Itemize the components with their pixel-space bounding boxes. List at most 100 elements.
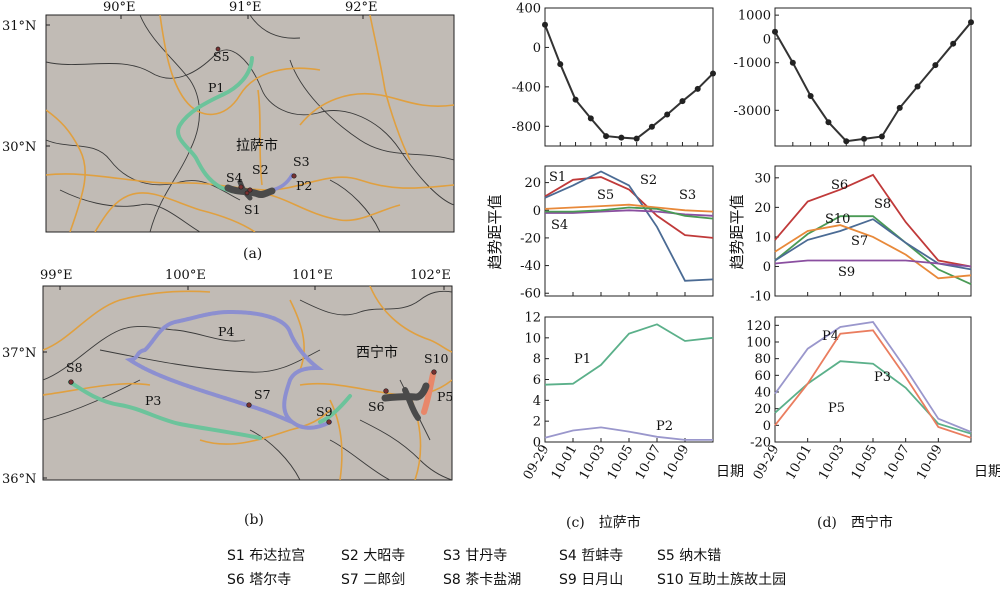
point-d-top-1: [789, 59, 796, 66]
chart-c-bot: 12 10 8 6 4 2 0 P1 P2 09-2910-0110-0310-0510-0710…: [521, 311, 744, 483]
point-c-top-2: [572, 96, 579, 103]
map-a-lat-30: 30°N: [2, 140, 36, 155]
ytick-label-d-mid-4: -10: [750, 290, 771, 305]
map-a-city-label: 拉萨市: [236, 137, 278, 154]
ytick-label-c-bot-4: 4: [533, 394, 541, 409]
series-line-d-mid-S6: [774, 173, 972, 268]
site-s4: [238, 184, 244, 190]
xlabel-d-bot: 日期: [974, 464, 1000, 480]
series-line-c-mid-S4: [545, 209, 714, 217]
point-d-top-7: [896, 104, 903, 111]
map-b-lon-100: 100°E: [165, 268, 206, 283]
xtick-label-d-bot-3: 10-05: [849, 443, 881, 483]
series-label-c-mid-S3: S3: [679, 188, 696, 203]
point-d-top-11: [968, 19, 974, 26]
legend-s5: S5 纳木错: [657, 548, 722, 564]
series-label-d-bot-P3: P3: [874, 370, 891, 385]
point-c-top-11: [710, 70, 716, 77]
series-label-d-mid-S10: S10: [825, 212, 850, 227]
d-ylabel: 趋势距平值: [728, 194, 746, 269]
xtick-label-c-bot-5: 10-09: [661, 443, 693, 483]
map-b-label-p3: P3: [145, 393, 161, 408]
map-a-label-s5: S5: [213, 49, 230, 64]
route-p4: [124, 309, 332, 430]
ytick-label-c-top-3: -800: [512, 120, 541, 135]
plot-frame-c-mid: [544, 165, 714, 297]
point-c-top-1: [557, 61, 564, 68]
series-line-c-mid-S2: [544, 170, 714, 282]
ytick-label-d-mid-3: 0: [763, 260, 771, 275]
point-c-top-9: [679, 98, 686, 105]
series-label-c-mid-S1: S1: [549, 170, 566, 185]
legend-s4: S4 哲蚌寺: [559, 548, 624, 564]
map-a-borders: [46, 15, 454, 232]
site-s10: [431, 369, 437, 375]
site-s7: [246, 402, 252, 408]
point-c-top-8: [664, 111, 671, 118]
xtick-label-c-bot-2: 10-03: [577, 443, 609, 483]
series-label-d-bot-P5: P5: [828, 401, 845, 416]
plot-frame-c-top: [544, 7, 714, 147]
map-a-label-p1: P1: [208, 80, 224, 95]
ytick-label-d-bot-0: 120: [746, 319, 771, 334]
plot-frame-d-top: [774, 7, 972, 147]
series-label-c-mid-S4: S4: [551, 218, 568, 233]
map-b-lat-37: 37°N: [2, 346, 36, 361]
xtick-label-d-bot-2: 10-03: [816, 443, 848, 483]
series-line-c-mid-S5: [544, 203, 714, 213]
map-a-label-s1: S1: [244, 202, 261, 217]
point-c-top-10: [694, 85, 701, 92]
ytick-label-d-bot-3: 60: [754, 369, 771, 384]
ytick-label-c-bot-5: 2: [533, 415, 541, 430]
series-line-d-top-0: [774, 21, 972, 143]
map-a-lat-31: 31°N: [2, 19, 36, 34]
ytick-label-c-mid-3: -40: [520, 259, 541, 274]
xtick-label-c-bot-4: 10-07: [633, 443, 665, 483]
point-d-top-6: [878, 133, 885, 140]
ytick-label-d-mid-0: 30: [754, 171, 771, 186]
xtick-label-c-bot-0: 09-29: [521, 443, 553, 483]
point-c-top-7: [648, 123, 655, 130]
map-b-lon-102: 102°E: [410, 268, 451, 283]
series-label-d-mid-S7: S7: [851, 234, 868, 249]
map-b-label-s8: S8: [66, 360, 83, 375]
series-line-c-mid-S3: [545, 206, 714, 220]
legend-s9: S9 日月山: [559, 572, 624, 588]
ytick-label-c-bot-6: 0: [533, 436, 541, 451]
ytick-label-c-mid-4: -60: [520, 287, 541, 302]
series-line-d-mid-S9: [774, 259, 972, 268]
map-b-city-label: 西宁市: [356, 344, 398, 361]
map-b-label-s9: S9: [316, 404, 333, 419]
legend-s2: S2 大昭寺: [341, 548, 406, 564]
point-c-top-6: [633, 135, 640, 142]
series-label-c-mid-S2: S2: [640, 173, 657, 188]
series-label-c-bot-P2: P2: [656, 419, 673, 434]
series-line-d-bot-P4: [774, 321, 972, 433]
series-line-c-mid-S1: [544, 176, 714, 239]
map-b-caption: (b): [244, 512, 264, 528]
map-b-lon-101: 101°E: [292, 268, 333, 283]
ytick-label-c-bot-3: 6: [533, 373, 541, 388]
ytick-label-d-bot-7: -20: [750, 436, 771, 451]
ytick-label-d-bot-1: 100: [746, 336, 771, 351]
site-s1: [244, 190, 250, 196]
series-line-d-mid-S8: [774, 215, 972, 286]
site-s5: [215, 46, 221, 52]
ytick-label-c-mid-0: 20: [524, 176, 541, 191]
ytick-label-c-top-2: -400: [512, 80, 541, 95]
ytick-label-d-top-2: -1000: [734, 56, 771, 71]
chart-d-top: 1000 0 -1000 -3000: [734, 7, 974, 147]
ytick-label-c-bot-2: 8: [533, 352, 541, 367]
caption-c: (c) 拉萨市: [566, 514, 641, 531]
series-label-d-mid-S8: S8: [874, 197, 891, 212]
xtick-label-d-bot-5: 10-09: [914, 443, 946, 483]
series-line-c-bot-P1: [544, 323, 714, 386]
point-c-top-5: [618, 134, 625, 141]
map-a-lon-90: 90°E: [103, 0, 136, 15]
ytick-label-d-bot-5: 20: [754, 402, 771, 417]
ytick-label-d-bot-4: 40: [754, 386, 771, 401]
route-city-b: [381, 382, 430, 402]
map-b-label-s10: S10: [424, 351, 449, 366]
